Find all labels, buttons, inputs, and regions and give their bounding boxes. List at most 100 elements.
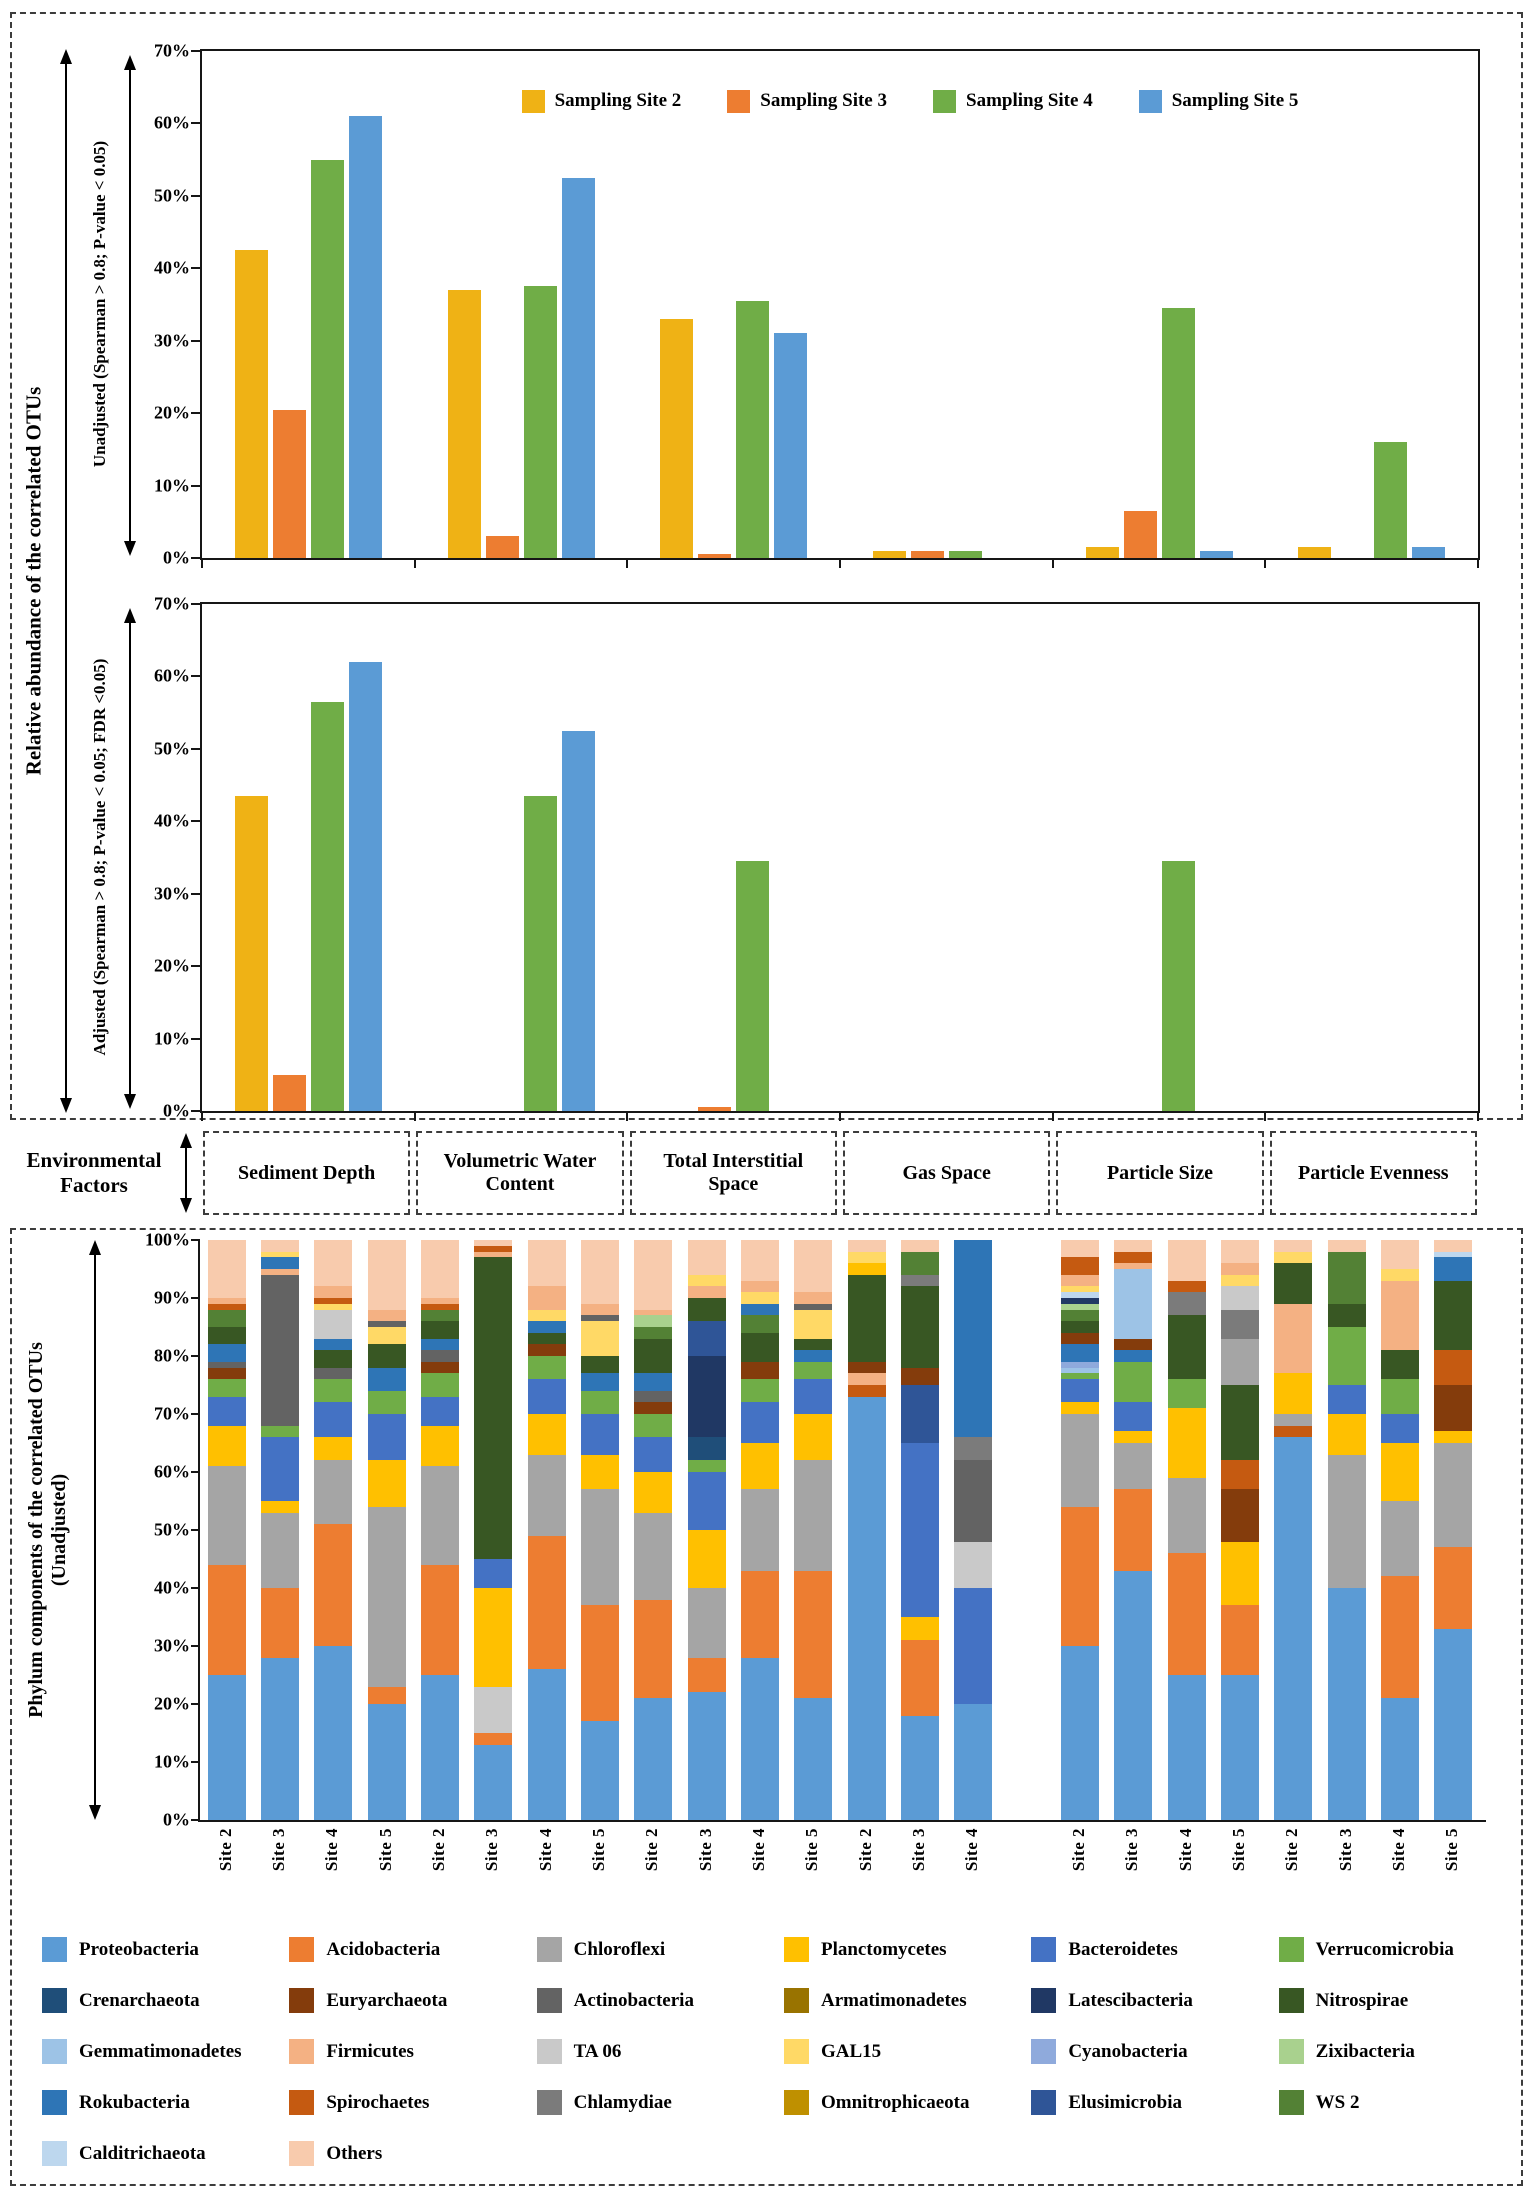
y-tick-label-70: 70% <box>154 593 190 614</box>
segment-elusimicrobia <box>687 1321 726 1356</box>
phylum-legend-swatch-acidobacteria <box>289 1937 315 1962</box>
phylum-legend-label: Bacteroidetes <box>1068 1938 1178 1960</box>
y-tick-mark <box>191 339 200 342</box>
y-tick-label-90: 90% <box>154 1287 190 1308</box>
segment-chlamydiae <box>1221 1309 1259 1339</box>
y-tick-mark <box>191 1355 200 1357</box>
phylum-legend-item-firmicutes: Firmicutes <box>289 2038 530 2065</box>
segment-proteobacteria <box>1274 1437 1313 1820</box>
stacked-bar-gas-space-site-2 <box>847 1240 886 1820</box>
y-tick-mark <box>191 267 200 270</box>
stacked-bar-gas-space-site-3 <box>901 1240 939 1820</box>
segment-rokubacteria <box>954 1240 993 1438</box>
x-tick-mark <box>1477 1113 1479 1121</box>
segment-others <box>847 1240 886 1252</box>
segment-nitrospirae <box>794 1338 833 1351</box>
segment-proteobacteria <box>421 1675 459 1820</box>
phylum-legend-swatch-planctomycetes <box>783 1937 809 1962</box>
x-site-label-sediment-depth-site-4: Site 4 <box>322 1828 342 1872</box>
y-tick-mark <box>191 1037 200 1040</box>
y-tick-label-70: 70% <box>154 1403 190 1424</box>
y-tick-label-30: 30% <box>154 883 190 904</box>
phylum-legend-swatch-cyanobacteria <box>1031 2039 1057 2064</box>
segment-crenarchaeota <box>687 1437 726 1461</box>
segment-rokubacteria <box>1434 1257 1473 1281</box>
stacked-bar-total-interstitial-space-site-2 <box>634 1240 673 1820</box>
segment-ws-2 <box>1061 1309 1099 1322</box>
segment-spirochaetes <box>421 1303 459 1310</box>
segment-actinobacteria <box>207 1361 246 1368</box>
segment-firmicutes <box>367 1309 406 1322</box>
segment-proteobacteria <box>1167 1675 1206 1820</box>
y-tick-mark <box>191 1471 200 1473</box>
stacked-bar-particle-size-site-5 <box>1221 1240 1259 1820</box>
segment-chloroflexi <box>581 1489 619 1606</box>
phylum-legend-label: Actinobacteria <box>573 1989 694 2011</box>
segment-verrucomicrobia <box>207 1379 246 1397</box>
segment-chloroflexi <box>207 1466 246 1565</box>
segment-chloroflexi <box>1061 1414 1099 1507</box>
segment-planctomycetes <box>474 1588 513 1687</box>
phylum-legend-label: Planctomycetes <box>820 1938 947 1960</box>
segment-acidobacteria <box>207 1564 246 1675</box>
segment-planctomycetes <box>1327 1414 1366 1455</box>
segment-zixibacteria <box>1061 1303 1099 1310</box>
site-legend-item-sampling-site-2: Sampling Site 2 <box>521 89 681 113</box>
y-tick-label-20: 20% <box>154 402 190 423</box>
site-legend-swatch-sampling-site-2 <box>521 89 545 113</box>
phylum-legend-label: Verrucomicrobia <box>1315 1938 1454 1960</box>
segment-bacteroidetes <box>687 1472 726 1530</box>
segment-actinobacteria <box>314 1367 353 1380</box>
env-factor-gas-space: Gas Space <box>843 1131 1051 1215</box>
phylum-legend-swatch-firmicutes <box>289 2039 315 2064</box>
phylum-legend-label: Spirochaetes <box>326 2091 430 2113</box>
y-tick-label-40: 40% <box>154 257 190 278</box>
y-tick-mark <box>191 1819 200 1821</box>
segment-others <box>741 1240 779 1281</box>
segment-firmicutes <box>687 1286 726 1298</box>
segment-ws-2 <box>421 1309 459 1322</box>
env-factor-particle-size: Particle Size <box>1056 1131 1264 1215</box>
phylum-legend-label: Acidobacteria <box>326 1938 441 1960</box>
stacked-bar-volumetric-water-content-site-5 <box>581 1240 619 1820</box>
y-tick-label-20: 20% <box>154 1693 190 1714</box>
segment-euryarchaeota <box>1061 1332 1099 1345</box>
segment-proteobacteria <box>527 1669 566 1820</box>
segment-firmicutes <box>261 1269 299 1275</box>
phylum-legend-item-calditrichaeota: Calditrichaeota <box>42 2140 283 2167</box>
env-factor-volumetric-water-content: Volumetric Water Content <box>416 1131 624 1215</box>
x-site-label-total-interstitial-space-site-5: Site 5 <box>802 1828 822 1872</box>
segment-proteobacteria <box>1327 1588 1366 1820</box>
env-factor-sediment-depth: Sediment Depth <box>203 1131 411 1215</box>
phylum-legend-label: Chlamydiae <box>573 2091 672 2113</box>
x-site-label-total-interstitial-space-site-4: Site 4 <box>749 1828 768 1872</box>
y-tick-label-50: 50% <box>154 1519 190 1540</box>
phylum-legend-item-proteobacteria: Proteobacteria <box>42 1936 283 1963</box>
segment-planctomycetes <box>1434 1431 1473 1443</box>
segment-chloroflexi <box>1434 1443 1473 1548</box>
y-tick-mark <box>191 50 200 52</box>
segment-gal15 <box>1221 1274 1259 1287</box>
segment-planctomycetes <box>1381 1443 1419 1501</box>
segment-acidobacteria <box>367 1686 406 1704</box>
stacked-bar-particle-evenness-site-5 <box>1434 1240 1473 1820</box>
segment-proteobacteria <box>901 1715 939 1820</box>
segment-rokubacteria <box>421 1338 459 1351</box>
site-legend-item-sampling-site-4: Sampling Site 4 <box>933 89 1093 113</box>
phylum-legend-swatch-zixibacteria <box>1278 2039 1304 2064</box>
segment-nitrospirae <box>421 1321 459 1339</box>
x-site-label-total-interstitial-space-site-2: Site 2 <box>642 1828 662 1872</box>
segment-firmicutes <box>314 1286 353 1298</box>
y-tick-mark <box>191 412 200 415</box>
segment-gal15 <box>367 1327 406 1345</box>
segment-others <box>527 1240 566 1287</box>
phylum-legend: Proteobacteria Acidobacteria Chloroflexi Pl… <box>42 1936 1520 2167</box>
phylum-legend-item-ws-2: WS 2 <box>1278 2089 1520 2116</box>
segment-planctomycetes <box>1221 1541 1259 1606</box>
relative-abundance-axis-label: Relative abundance of the correlated OTU… <box>21 386 46 776</box>
segment-firmicutes <box>421 1298 459 1304</box>
y-tick-label-20: 20% <box>154 955 190 976</box>
segment-firmicutes <box>207 1298 246 1304</box>
segment-chloroflexi <box>1221 1338 1259 1385</box>
bar-particle-evenness-sampling-site-2 <box>1298 547 1332 558</box>
